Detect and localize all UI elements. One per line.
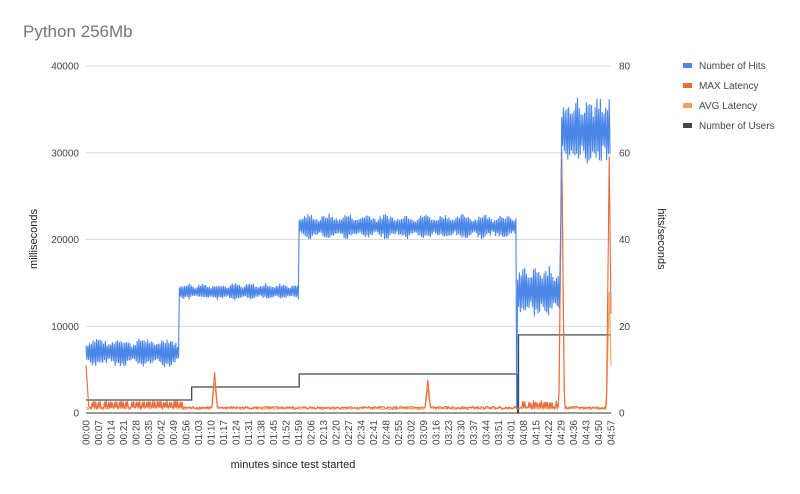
x-tick-label: 04:57	[607, 420, 618, 445]
x-tick-label: 00:21	[119, 420, 130, 445]
left-tick-label: 10000	[51, 322, 79, 333]
x-tick-label: 03:51	[494, 420, 505, 445]
left-axis-ticks: 0 10000 20000 30000 40000	[51, 62, 79, 420]
x-tick-label: 02:13	[319, 420, 330, 445]
x-tick-label: 03:30	[457, 420, 468, 445]
x-tick-label: 04:01	[507, 420, 518, 445]
x-tick-label: 04:29	[557, 420, 568, 445]
series-max-latency	[85, 150, 612, 411]
right-tick-label: 20	[619, 322, 631, 333]
right-tick-label: 40	[619, 235, 631, 246]
x-tick-label: 00:14	[107, 420, 118, 445]
x-tick-label: 01:24	[232, 420, 243, 445]
legend-swatch	[683, 103, 692, 108]
x-tick-label: 04:15	[532, 420, 543, 445]
legend-swatch	[683, 83, 692, 88]
x-axis-title: minutes since test started	[231, 459, 356, 471]
x-tick-label: 02:20	[332, 420, 343, 445]
x-tick-label: 01:59	[294, 420, 305, 445]
x-axis-ticks: 00:00 00:07 00:14 00:21 00:28 00:35 00:42 00:49…	[82, 420, 618, 445]
legend-label: Number of Hits	[699, 61, 766, 72]
x-tick-label: 00:49	[169, 420, 180, 445]
x-tick-label: 01:45	[269, 420, 280, 445]
series-number-of-hits	[85, 97, 611, 409]
x-tick-label: 00:35	[144, 420, 155, 445]
x-tick-label: 02:41	[369, 420, 380, 445]
x-tick-label: 03:02	[407, 420, 418, 445]
x-tick-label: 02:27	[344, 420, 355, 445]
right-tick-label: 80	[619, 62, 631, 73]
x-tick-label: 03:37	[469, 420, 480, 445]
gridlines	[86, 65, 611, 414]
x-tick-label: 01:03	[194, 420, 205, 445]
x-tick-label: 00:00	[82, 420, 93, 445]
x-tick-label: 00:07	[94, 420, 105, 445]
x-tick-label: 04:43	[582, 420, 593, 445]
x-tick-label: 01:10	[207, 420, 218, 445]
right-tick-label: 0	[619, 409, 625, 420]
x-tick-label: 03:44	[482, 420, 493, 445]
x-tick-label: 01:52	[282, 420, 293, 445]
x-tick-label: 04:22	[544, 420, 555, 445]
x-tick-label: 03:16	[432, 420, 443, 445]
x-tick-label: 00:28	[132, 420, 143, 445]
x-tick-label: 04:08	[519, 420, 530, 445]
legend-label: AVG Latency	[699, 101, 757, 112]
x-tick-label: 01:17	[219, 420, 230, 445]
x-tick-label: 03:23	[444, 420, 455, 445]
legend-swatch	[683, 123, 692, 128]
left-tick-label: 30000	[51, 148, 79, 159]
x-tick-label: 01:31	[244, 420, 255, 445]
x-tick-label: 02:06	[307, 420, 318, 445]
right-axis-title: hits/seconds	[655, 208, 667, 270]
x-tick-label: 04:50	[594, 420, 605, 445]
left-tick-label: 40000	[51, 62, 79, 73]
right-tick-label: 60	[619, 148, 631, 159]
chart-title: Python 256Mb	[23, 22, 133, 41]
legend: Number of Hits MAX Latency AVG Latency Numb…	[683, 61, 775, 132]
series-number-of-users	[86, 334, 611, 414]
left-axis-title: milliseconds	[28, 209, 40, 269]
left-tick-label: 0	[73, 409, 79, 420]
legend-label: Number of Users	[699, 121, 775, 132]
x-tick-label: 04:36	[569, 420, 580, 445]
series-layer	[85, 97, 612, 414]
legend-label: MAX Latency	[699, 81, 758, 92]
x-tick-label: 02:34	[357, 420, 368, 445]
x-tick-label: 03:09	[419, 420, 430, 445]
x-tick-label: 02:48	[382, 420, 393, 445]
legend-swatch	[683, 63, 692, 68]
x-tick-label: 01:38	[257, 420, 268, 445]
x-tick-label: 00:42	[157, 420, 168, 445]
left-tick-label: 20000	[51, 235, 79, 246]
x-tick-label: 00:56	[182, 420, 193, 445]
x-tick-label: 02:55	[394, 420, 405, 445]
right-axis-ticks: 0 20 40 60 80	[619, 62, 631, 420]
